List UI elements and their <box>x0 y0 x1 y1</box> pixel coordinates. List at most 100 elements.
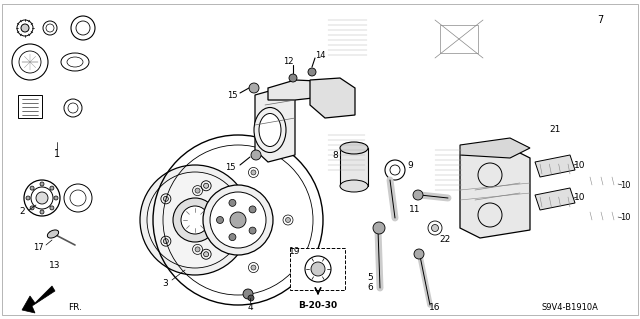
Ellipse shape <box>259 114 281 146</box>
Circle shape <box>40 210 44 214</box>
Circle shape <box>50 186 54 190</box>
Circle shape <box>289 74 297 82</box>
Circle shape <box>248 295 254 301</box>
Bar <box>372 18 387 60</box>
Polygon shape <box>432 145 465 195</box>
Circle shape <box>54 196 58 200</box>
Text: 10: 10 <box>620 181 630 189</box>
Circle shape <box>229 234 236 241</box>
Circle shape <box>50 206 54 210</box>
Polygon shape <box>325 15 370 62</box>
Circle shape <box>30 186 34 190</box>
Polygon shape <box>22 286 55 313</box>
Circle shape <box>249 227 256 234</box>
Polygon shape <box>412 18 425 60</box>
Polygon shape <box>310 78 355 118</box>
Polygon shape <box>535 170 575 240</box>
Bar <box>290 248 345 290</box>
Circle shape <box>163 239 168 244</box>
Text: 15: 15 <box>225 164 236 173</box>
Circle shape <box>26 196 30 200</box>
Bar <box>370 133 384 173</box>
Polygon shape <box>460 138 530 158</box>
Circle shape <box>228 218 234 222</box>
Circle shape <box>251 150 261 160</box>
Polygon shape <box>585 170 618 188</box>
Circle shape <box>431 225 438 232</box>
Circle shape <box>285 218 291 222</box>
Circle shape <box>373 222 385 234</box>
Circle shape <box>30 206 34 210</box>
Polygon shape <box>410 134 423 171</box>
Ellipse shape <box>254 108 286 152</box>
Text: 22: 22 <box>440 235 451 244</box>
Text: 14: 14 <box>315 50 325 60</box>
Circle shape <box>210 192 266 248</box>
Circle shape <box>203 185 273 255</box>
Ellipse shape <box>47 230 59 238</box>
Text: 21: 21 <box>549 125 561 135</box>
Circle shape <box>229 199 236 206</box>
Polygon shape <box>390 132 405 173</box>
Text: 10: 10 <box>574 160 586 169</box>
Text: 6: 6 <box>367 284 373 293</box>
Text: 9: 9 <box>407 160 413 169</box>
Circle shape <box>249 206 256 213</box>
Circle shape <box>249 83 259 93</box>
Text: 15: 15 <box>227 91 237 100</box>
Circle shape <box>413 190 423 200</box>
Text: 3: 3 <box>162 278 168 287</box>
Text: 11: 11 <box>409 205 420 214</box>
Polygon shape <box>268 80 340 100</box>
Text: 8: 8 <box>332 151 338 160</box>
Bar <box>440 25 478 53</box>
Text: 4: 4 <box>247 303 253 313</box>
Bar <box>435 20 483 58</box>
Circle shape <box>414 249 424 259</box>
Circle shape <box>311 262 325 276</box>
Text: 2: 2 <box>19 207 25 217</box>
Text: S9V4-B1910A: S9V4-B1910A <box>541 303 598 313</box>
Text: 16: 16 <box>429 303 441 313</box>
Circle shape <box>204 252 209 257</box>
Text: 13: 13 <box>49 262 61 271</box>
Circle shape <box>195 188 200 193</box>
Circle shape <box>173 198 217 242</box>
Text: B-20-30: B-20-30 <box>298 300 337 309</box>
Circle shape <box>243 289 253 299</box>
Bar <box>340 148 368 186</box>
Circle shape <box>195 247 200 252</box>
Polygon shape <box>535 188 575 210</box>
Polygon shape <box>325 130 368 175</box>
Circle shape <box>216 217 223 224</box>
Text: 12: 12 <box>283 57 293 66</box>
Bar <box>5 8 115 148</box>
Circle shape <box>36 192 48 204</box>
Text: 5: 5 <box>367 273 373 283</box>
Text: 17: 17 <box>33 243 44 253</box>
Circle shape <box>147 172 243 268</box>
Circle shape <box>140 165 250 275</box>
Text: 19: 19 <box>289 248 301 256</box>
Polygon shape <box>585 205 618 223</box>
Polygon shape <box>460 148 530 238</box>
Circle shape <box>251 170 256 175</box>
Ellipse shape <box>340 180 368 192</box>
Polygon shape <box>18 95 42 118</box>
Polygon shape <box>393 16 408 62</box>
Polygon shape <box>255 88 295 162</box>
Circle shape <box>204 183 209 188</box>
Circle shape <box>181 206 209 234</box>
Text: 7: 7 <box>597 15 603 25</box>
Text: 10: 10 <box>620 213 630 222</box>
Polygon shape <box>315 68 630 295</box>
Circle shape <box>230 212 246 228</box>
Circle shape <box>21 24 29 32</box>
Circle shape <box>308 68 316 76</box>
Polygon shape <box>535 155 575 177</box>
Circle shape <box>163 196 168 201</box>
Text: 1: 1 <box>54 149 60 159</box>
Ellipse shape <box>340 142 368 154</box>
Text: 10: 10 <box>574 194 586 203</box>
Text: FR.: FR. <box>68 302 82 311</box>
